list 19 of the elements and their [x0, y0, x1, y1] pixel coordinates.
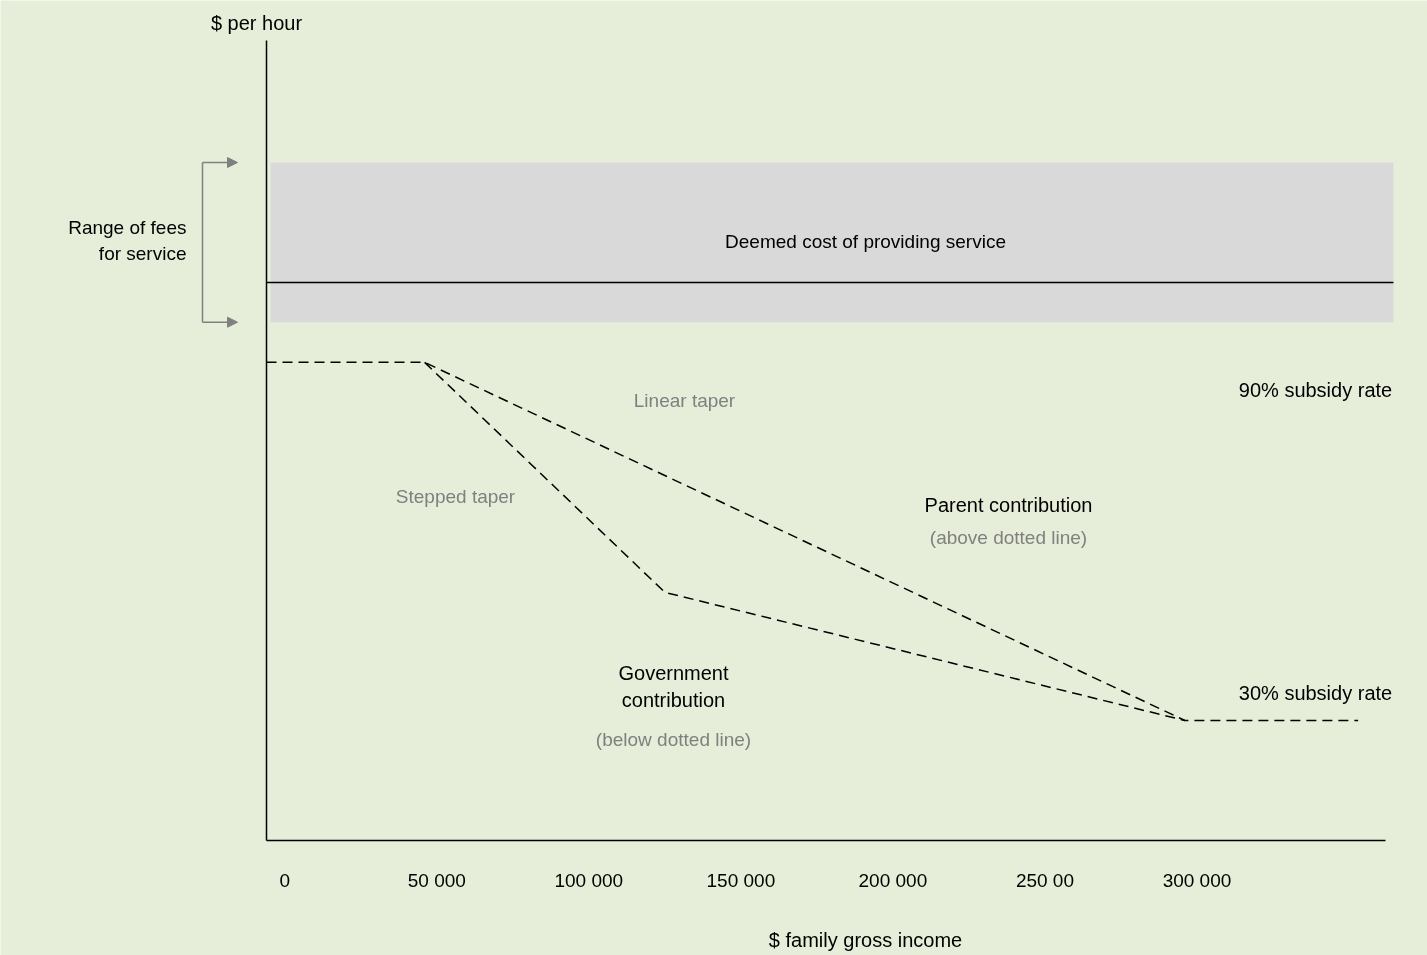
x-axis-title: $ family gross income	[768, 928, 963, 951]
ref-line-label: Deemed cost of providing service	[725, 231, 1006, 253]
text: Range of fees for service	[68, 217, 187, 264]
series-label: Stepped taper	[395, 486, 516, 507]
text: $ per hour	[210, 11, 303, 34]
x-tick-label: 300 000	[1162, 870, 1232, 891]
annotation: 90% subsidy rate	[1238, 378, 1393, 401]
annotation: Parent contribution	[924, 493, 1093, 516]
annotation: (above dotted line)	[929, 527, 1088, 548]
annotation: (below dotted line)	[595, 729, 752, 750]
x-tick-label: 50 000	[407, 870, 466, 891]
x-tick-label: 250 00	[1015, 870, 1074, 891]
x-tick-label: 100 000	[554, 870, 624, 891]
x-tick-label: 200 000	[858, 870, 928, 891]
annotation: 30% subsidy rate	[1238, 681, 1393, 704]
text: Linear taper	[633, 390, 736, 411]
x-tick-label: 0	[279, 870, 291, 891]
x-tick-label: 150 000	[706, 870, 776, 891]
annotation: Government contribution	[618, 662, 729, 711]
